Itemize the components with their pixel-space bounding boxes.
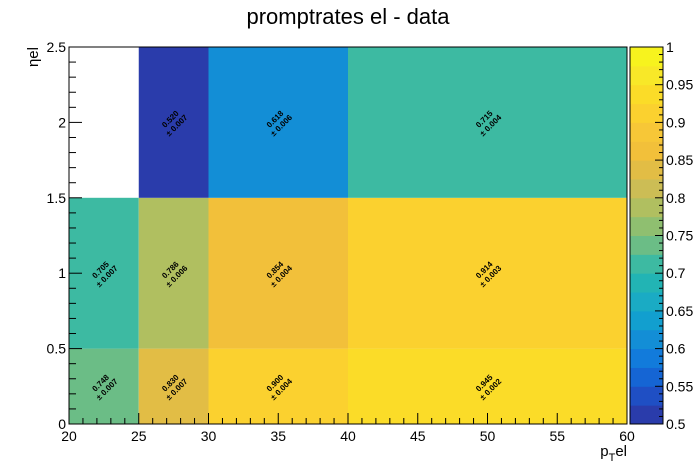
color-scale-band [630,141,663,161]
color-scale-band [630,329,663,350]
heatmap-cell [208,348,348,424]
x-tick-label: 55 [549,428,565,444]
color-scale-tick-label: 0.85 [666,152,693,168]
color-scale-band [630,405,663,425]
color-scale-band [630,292,663,312]
color-scale-band [630,84,663,105]
color-scale-band [630,367,663,387]
chart-title: promptrates el - data [247,4,451,29]
color-scale-band [630,254,663,274]
x-tick-label: 30 [201,428,217,444]
color-scale-band [630,160,663,180]
color-scale-band [630,348,663,368]
heatmap-cell [138,47,209,198]
heatmap-cell [69,348,139,424]
x-axis-title-text: pTel [600,443,627,464]
x-tick-label: 25 [131,428,147,444]
heatmap-cell [138,348,209,424]
color-scale-tick-label: 0.95 [666,77,693,93]
x-tick-label: 35 [270,428,286,444]
y-tick-label: 2.5 [47,39,67,55]
color-scale-band [630,235,663,255]
y-axis: 0 0.5 1 1.5 2 2.5 [47,39,82,432]
color-scale-tick-label: 0.5 [666,416,686,432]
color-scale-tick-label: 0.6 [666,341,686,357]
x-tick-label: 20 [61,428,77,444]
color-scale-tick-label: 0.65 [666,303,693,319]
color-scale: 0.5 0.55 0.6 0.65 0.7 0.75 0.8 0.85 0.9 0.95 1 [629,39,693,432]
x-tick-label: 50 [480,428,496,444]
color-scale-band [630,197,663,218]
heatmap-cell [208,47,348,198]
color-scale-band [630,310,663,331]
heatmap-cell [348,47,627,198]
color-scale-tick-label: 1 [666,39,674,55]
color-scale-band [630,273,663,293]
color-scale-tick-label: 0.55 [666,378,693,394]
heatmap-cell [138,197,209,349]
y-tick-label: 1 [58,265,66,281]
color-scale-tick-label: 0.75 [666,228,693,244]
y-tick-label: 0.5 [47,341,67,357]
color-scale-band [630,386,663,406]
y-axis-title-text: ηel [25,47,42,67]
color-scale-tick-label: 0.7 [666,265,686,281]
y-tick-label: 2 [58,114,66,130]
x-tick-label: 60 [619,428,635,444]
color-scale-band [630,178,663,199]
color-scale-band [630,122,663,142]
heatmap-cell [208,197,348,349]
heatmap-cells [69,47,627,424]
x-tick-label: 40 [340,428,356,444]
heatmap-cell [348,197,627,349]
color-scale-band [630,47,663,67]
y-tick-label: 1.5 [47,190,67,206]
y-axis-title: ηel [25,47,42,67]
x-tick-label: 45 [410,428,426,444]
color-scale-tick-label: 0.8 [666,190,686,206]
y-tick-label: 0 [58,416,66,432]
x-axis-title: pTel [600,443,627,464]
color-scale-band [630,65,663,86]
color-scale-tick-label: 0.9 [666,114,686,130]
heatmap-cell [348,348,627,424]
color-scale-band [630,103,663,123]
x-axis: 20 25 30 35 40 45 50 55 60 [61,413,635,444]
color-scale-band [630,216,663,236]
